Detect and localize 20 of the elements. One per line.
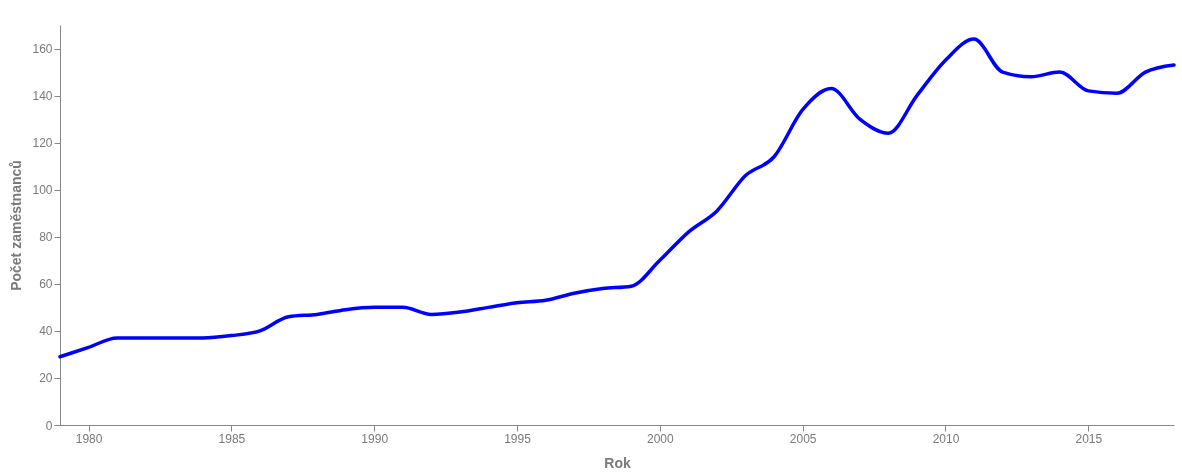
y-tick-label: 160 xyxy=(32,42,53,57)
x-tick-label: 1990 xyxy=(361,431,389,446)
y-axis-title: Počet zaměstnanců xyxy=(8,160,25,291)
y-tick-label: 100 xyxy=(32,183,53,198)
y-tick-label: 120 xyxy=(32,136,53,151)
x-tick-label: 1980 xyxy=(75,431,103,446)
x-tick-label: 2005 xyxy=(789,431,817,446)
x-tick-label: 2015 xyxy=(1075,431,1103,446)
y-tick-label: 40 xyxy=(39,324,53,339)
y-tick-label: 60 xyxy=(39,277,53,292)
x-tick-label: 1985 xyxy=(218,431,246,446)
y-tick-label: 0 xyxy=(45,418,53,433)
x-tick-label: 2010 xyxy=(932,431,960,446)
line-series xyxy=(58,37,1176,359)
y-tick-label: 80 xyxy=(39,230,53,245)
x-tick-label: 2000 xyxy=(646,431,675,446)
x-axis-title: Rok xyxy=(604,454,631,471)
y-tick-label: 140 xyxy=(32,89,53,104)
x-tick-label: 1995 xyxy=(504,431,532,446)
y-tick-label: 20 xyxy=(39,371,53,386)
